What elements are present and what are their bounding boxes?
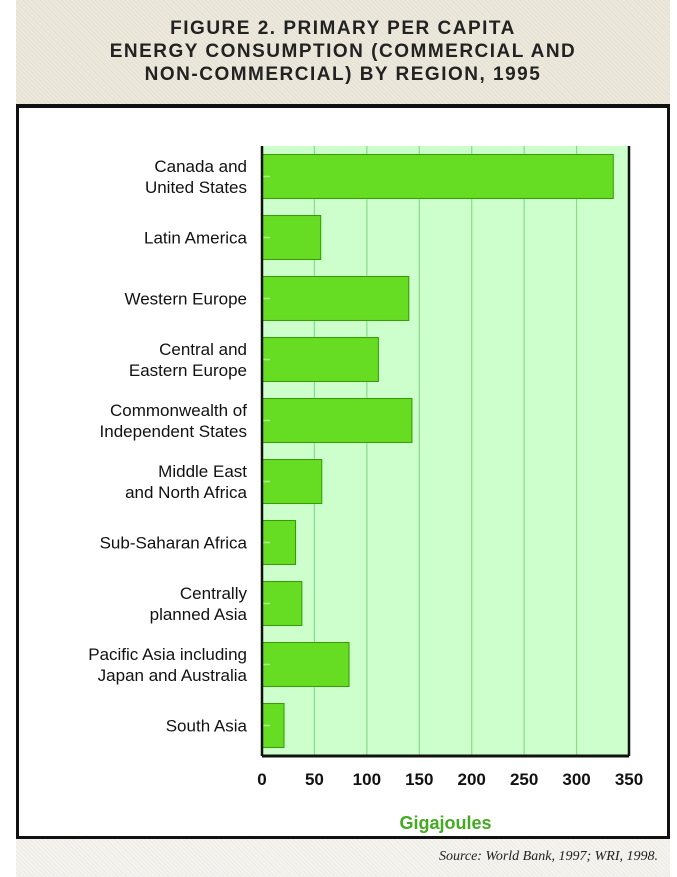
category-label: Middle East and North Africa — [125, 462, 247, 502]
source-band: Source: World Bank, 1997; WRI, 1998. — [16, 839, 670, 877]
chart-title-line-2: ENERGY CONSUMPTION (COMMERCIAL AND — [109, 41, 577, 62]
category-label: Centrally planned Asia — [150, 584, 248, 624]
x-tick-label: 300 — [562, 770, 590, 789]
category-label: Western Europe — [124, 290, 247, 309]
x-tick-label: 250 — [510, 770, 538, 789]
bar — [261, 215, 322, 260]
chart-frame: Canada and United States Latin America West… — [16, 108, 670, 839]
category-label: Central and Eastern Europe — [129, 340, 247, 380]
x-tick-label: 0 — [257, 770, 266, 789]
chart-title-line-3: NON-COMMERCIAL) BY REGION, 1995 — [144, 64, 542, 85]
x-tick-label: 200 — [458, 770, 486, 789]
category-label: South Asia — [166, 717, 248, 736]
category-label: Pacific Asia including Japan and Australi… — [88, 645, 247, 685]
x-tick-label: 150 — [405, 770, 433, 789]
chart-title-line-1: FIGURE 2. PRIMARY PER CAPITA — [170, 18, 516, 39]
category-label: Commonwealth of Independent States — [100, 401, 248, 441]
bar — [261, 459, 323, 504]
category-label: Canada and United States — [145, 157, 247, 197]
source-note: Source: World Bank, 1997; WRI, 1998. — [438, 849, 658, 864]
bar — [261, 642, 350, 687]
title-band: FIGURE 2. PRIMARY PER CAPITA ENERGY CONS… — [16, 0, 670, 108]
bar — [261, 398, 413, 443]
x-tick-label: 100 — [353, 770, 381, 789]
x-tick-label: 50 — [305, 770, 324, 789]
bar-chart: Canada and United States Latin America West… — [88, 146, 643, 833]
x-tick-label: 350 — [615, 770, 643, 789]
bar — [261, 154, 614, 199]
category-label: Latin America — [144, 229, 248, 248]
bar — [261, 337, 379, 382]
bar — [261, 276, 410, 321]
category-label: Sub-Saharan Africa — [100, 534, 248, 553]
x-axis-label: Gigajoules — [399, 813, 491, 833]
